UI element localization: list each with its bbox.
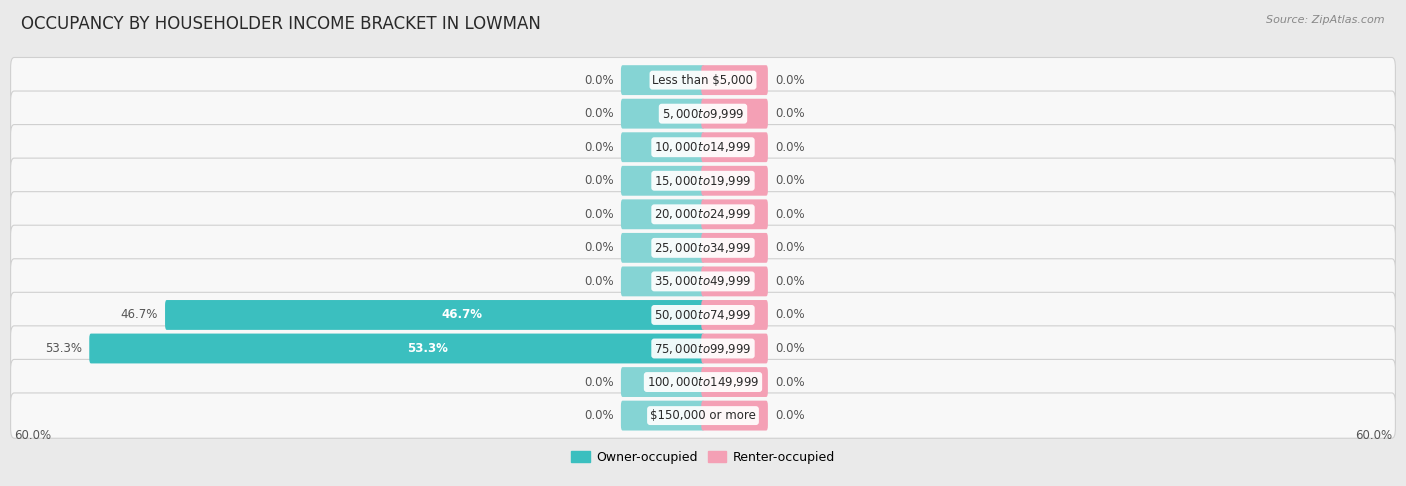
Text: 46.7%: 46.7%	[441, 309, 482, 321]
Text: 0.0%: 0.0%	[775, 275, 806, 288]
FancyBboxPatch shape	[11, 158, 1395, 204]
Text: 0.0%: 0.0%	[775, 342, 806, 355]
Text: $35,000 to $49,999: $35,000 to $49,999	[654, 275, 752, 288]
Text: 53.3%: 53.3%	[45, 342, 82, 355]
Text: 0.0%: 0.0%	[583, 73, 613, 87]
FancyBboxPatch shape	[621, 65, 704, 95]
FancyBboxPatch shape	[702, 99, 768, 129]
Text: Source: ZipAtlas.com: Source: ZipAtlas.com	[1267, 15, 1385, 25]
FancyBboxPatch shape	[11, 326, 1395, 371]
Text: 0.0%: 0.0%	[775, 208, 806, 221]
Text: 0.0%: 0.0%	[775, 141, 806, 154]
FancyBboxPatch shape	[11, 225, 1395, 271]
Text: $25,000 to $34,999: $25,000 to $34,999	[654, 241, 752, 255]
Text: $100,000 to $149,999: $100,000 to $149,999	[647, 375, 759, 389]
Text: 0.0%: 0.0%	[583, 141, 613, 154]
FancyBboxPatch shape	[11, 393, 1395, 438]
FancyBboxPatch shape	[702, 132, 768, 162]
FancyBboxPatch shape	[11, 57, 1395, 103]
Text: 46.7%: 46.7%	[121, 309, 157, 321]
FancyBboxPatch shape	[702, 166, 768, 196]
Text: Less than $5,000: Less than $5,000	[652, 73, 754, 87]
Text: 0.0%: 0.0%	[583, 242, 613, 254]
Text: $10,000 to $14,999: $10,000 to $14,999	[654, 140, 752, 154]
Text: OCCUPANCY BY HOUSEHOLDER INCOME BRACKET IN LOWMAN: OCCUPANCY BY HOUSEHOLDER INCOME BRACKET …	[21, 15, 541, 33]
Text: 0.0%: 0.0%	[583, 376, 613, 388]
Legend: Owner-occupied, Renter-occupied: Owner-occupied, Renter-occupied	[567, 446, 839, 469]
FancyBboxPatch shape	[11, 259, 1395, 304]
FancyBboxPatch shape	[621, 233, 704, 263]
Text: 0.0%: 0.0%	[583, 107, 613, 120]
Text: 53.3%: 53.3%	[408, 342, 449, 355]
FancyBboxPatch shape	[621, 199, 704, 229]
FancyBboxPatch shape	[702, 266, 768, 296]
FancyBboxPatch shape	[621, 166, 704, 196]
FancyBboxPatch shape	[11, 360, 1395, 405]
FancyBboxPatch shape	[702, 65, 768, 95]
Text: 0.0%: 0.0%	[775, 409, 806, 422]
Text: 0.0%: 0.0%	[775, 107, 806, 120]
FancyBboxPatch shape	[702, 367, 768, 397]
FancyBboxPatch shape	[621, 132, 704, 162]
Text: 0.0%: 0.0%	[583, 409, 613, 422]
FancyBboxPatch shape	[702, 199, 768, 229]
FancyBboxPatch shape	[11, 124, 1395, 170]
FancyBboxPatch shape	[621, 99, 704, 129]
Text: $75,000 to $99,999: $75,000 to $99,999	[654, 342, 752, 355]
Text: 0.0%: 0.0%	[775, 73, 806, 87]
Text: $5,000 to $9,999: $5,000 to $9,999	[662, 106, 744, 121]
FancyBboxPatch shape	[702, 300, 768, 330]
Text: $50,000 to $74,999: $50,000 to $74,999	[654, 308, 752, 322]
Text: 0.0%: 0.0%	[583, 275, 613, 288]
FancyBboxPatch shape	[165, 300, 704, 330]
FancyBboxPatch shape	[11, 191, 1395, 237]
FancyBboxPatch shape	[702, 233, 768, 263]
Text: 0.0%: 0.0%	[775, 309, 806, 321]
FancyBboxPatch shape	[621, 266, 704, 296]
Text: 0.0%: 0.0%	[583, 208, 613, 221]
Text: 0.0%: 0.0%	[775, 376, 806, 388]
Text: 60.0%: 60.0%	[14, 429, 51, 442]
Text: 60.0%: 60.0%	[1355, 429, 1392, 442]
FancyBboxPatch shape	[11, 91, 1395, 136]
FancyBboxPatch shape	[11, 292, 1395, 338]
FancyBboxPatch shape	[702, 400, 768, 431]
FancyBboxPatch shape	[621, 367, 704, 397]
Text: 0.0%: 0.0%	[583, 174, 613, 187]
FancyBboxPatch shape	[621, 400, 704, 431]
FancyBboxPatch shape	[702, 333, 768, 364]
Text: 0.0%: 0.0%	[775, 174, 806, 187]
Text: $15,000 to $19,999: $15,000 to $19,999	[654, 174, 752, 188]
Text: $150,000 or more: $150,000 or more	[650, 409, 756, 422]
Text: $20,000 to $24,999: $20,000 to $24,999	[654, 208, 752, 221]
FancyBboxPatch shape	[89, 333, 704, 364]
Text: 0.0%: 0.0%	[775, 242, 806, 254]
